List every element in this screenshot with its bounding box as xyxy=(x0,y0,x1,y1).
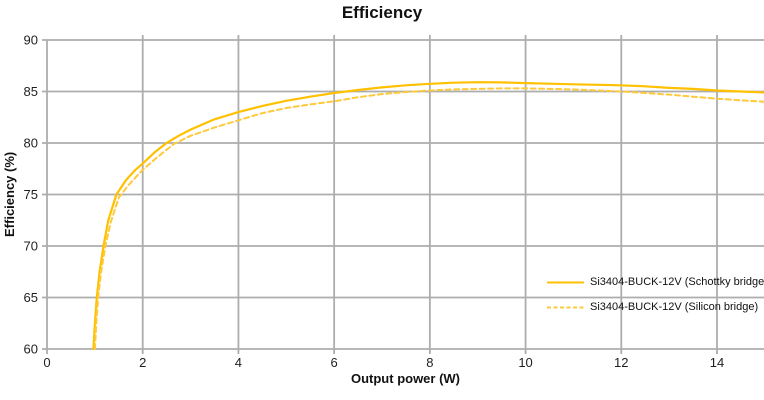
x-tick-label: 6 xyxy=(331,355,338,370)
series-curve-0 xyxy=(92,81,764,351)
legend: Si3404-BUCK-12V (Schottky bridge) Si3404… xyxy=(547,276,764,326)
series-curve-1 xyxy=(93,87,764,350)
y-tick-label: 60 xyxy=(24,342,38,357)
legend-label-silicon: Si3404-BUCK-12V (Silicon bridge) xyxy=(590,301,759,313)
x-tick-label: 4 xyxy=(235,355,242,370)
y-tick-label: 65 xyxy=(24,290,38,305)
y-tick-label: 80 xyxy=(24,136,38,151)
y-tick-label: 75 xyxy=(24,187,38,202)
x-tick-label: 8 xyxy=(426,355,433,370)
x-tick-label: 14 xyxy=(710,355,724,370)
y-axis-label: Efficiency (%) xyxy=(2,151,17,238)
x-tick-label: 0 xyxy=(43,355,50,370)
chart-title: Efficiency xyxy=(341,3,423,22)
y-tick-label: 90 xyxy=(24,33,38,48)
legend-label-schottky: Si3404-BUCK-12V (Schottky bridge) xyxy=(590,276,764,288)
y-tick-label: 70 xyxy=(24,239,38,254)
legend-item-silicon: Si3404-BUCK-12V (Silicon bridge) xyxy=(547,301,764,313)
x-axis-label: Output power (W) xyxy=(350,371,461,386)
x-tick-label: 10 xyxy=(518,355,532,370)
x-tick-label: 2 xyxy=(139,355,146,370)
legend-item-schottky: Si3404-BUCK-12V (Schottky bridge) xyxy=(547,276,764,288)
y-tick-label: 85 xyxy=(24,84,38,99)
legend-line-dashed-icon xyxy=(547,306,584,308)
x-tick-label: 12 xyxy=(614,355,628,370)
legend-line-solid-icon xyxy=(547,281,584,283)
